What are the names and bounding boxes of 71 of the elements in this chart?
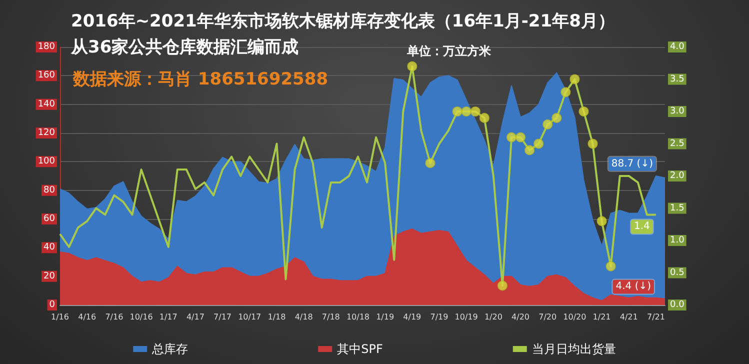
- y-tick-label: 100: [38, 156, 56, 167]
- point: [588, 138, 598, 149]
- data-label: 88.7 (↓): [611, 158, 654, 170]
- y-tick-label: 140: [38, 99, 56, 110]
- x-tick-label: 4/17: [186, 312, 204, 322]
- point: [578, 106, 589, 116]
- point: [452, 106, 462, 116]
- point: [407, 61, 418, 72]
- x-tick-label: 4/16: [78, 312, 96, 322]
- y2-tick-label: 2.5: [670, 138, 684, 149]
- point: [479, 112, 490, 123]
- y-tick-label: 0: [49, 300, 56, 310]
- point: [461, 106, 472, 116]
- x-tick-label: 7/16: [105, 312, 124, 322]
- point: [497, 280, 508, 291]
- data-label: 4.4 (↓): [616, 281, 652, 292]
- y-tick-label: 20: [44, 271, 56, 282]
- y2-tick-label: 1.0: [670, 236, 685, 246]
- x-tick-label: 7/17: [214, 312, 232, 322]
- point: [560, 87, 571, 98]
- x-tick-label: 7/20: [538, 312, 557, 322]
- y-tick-label: 120: [38, 128, 56, 138]
- x-tick-label: 4/20: [512, 312, 530, 322]
- chart-subtitle: 从36家公共仓库数据汇编而成: [70, 38, 299, 58]
- y2-tick-label: 3.0: [670, 106, 685, 116]
- y2-tick-label: 0.5: [670, 268, 684, 278]
- x-tick-label: 1/18: [268, 312, 286, 322]
- annotation: 数据来源：马肖 18651692588: [72, 70, 328, 90]
- y2-tick-label: 2.0: [670, 171, 685, 181]
- x-tick-label: 1/20: [484, 312, 502, 322]
- x-tick-label: 1/16: [51, 312, 69, 322]
- x-tick-label: 1/21: [592, 312, 611, 322]
- x-tick-label: 1/17: [159, 312, 178, 322]
- x-tick-label: 1/19: [376, 312, 394, 322]
- point: [524, 145, 535, 156]
- point: [552, 112, 562, 123]
- x-tick-label: 10/18: [346, 312, 370, 322]
- point: [570, 74, 580, 84]
- point: [606, 261, 616, 272]
- legend-label: 其中SPF: [337, 342, 383, 356]
- point: [596, 216, 607, 226]
- y-tick-label: 160: [38, 70, 56, 81]
- x-tick-label: 10/20: [563, 312, 586, 322]
- point: [516, 132, 526, 142]
- x-tick-label: 10/17: [238, 312, 262, 322]
- y2-tick-label: 3.5: [670, 74, 684, 84]
- y-tick-label: 80: [44, 185, 56, 196]
- x-tick-label: 7/19: [430, 312, 448, 322]
- data-label: 1.4: [634, 221, 650, 232]
- x-tick-label: 4/21: [620, 312, 638, 322]
- y2-tick-label: 4.0: [670, 42, 685, 52]
- annotation: 单位：万立方米: [406, 44, 492, 58]
- point: [542, 119, 553, 130]
- x-tick-label: 10/16: [130, 312, 153, 322]
- x-tick-label: 10/19: [454, 312, 478, 322]
- point: [470, 106, 480, 116]
- y-tick-label: 60: [44, 214, 56, 224]
- point: [534, 138, 544, 149]
- y-tick-label: 40: [44, 242, 56, 253]
- y-tick-label: 180: [38, 42, 56, 52]
- legend-label: 总库存: [151, 342, 188, 356]
- chart-title: 2016年~2021年华东市场软木锯材库存变化表（16年1月-21年8月）: [71, 12, 615, 32]
- y2-tick-label: 1.5: [670, 203, 684, 214]
- x-tick-label: 4/19: [403, 312, 422, 322]
- legend-label: 当月日均出货量: [532, 342, 616, 356]
- y2-tick-label: 0.0: [670, 300, 685, 310]
- point: [506, 132, 516, 142]
- x-tick-label: 7/21: [646, 312, 665, 322]
- x-tick-label: 4/18: [294, 312, 313, 322]
- x-tick-label: 7/18: [322, 312, 340, 322]
- point: [425, 158, 436, 168]
